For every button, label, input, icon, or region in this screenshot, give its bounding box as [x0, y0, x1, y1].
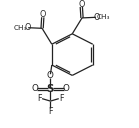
Text: F: F: [59, 94, 64, 103]
Text: F: F: [48, 107, 53, 116]
Text: O: O: [78, 0, 85, 9]
Text: O: O: [47, 71, 54, 80]
Text: O: O: [40, 10, 46, 19]
Text: CH₃: CH₃: [14, 25, 27, 31]
Text: O: O: [63, 84, 70, 93]
Text: O: O: [31, 84, 38, 93]
Text: O: O: [24, 23, 31, 32]
Text: O: O: [93, 13, 100, 22]
Text: S: S: [47, 84, 54, 94]
Text: F: F: [37, 94, 42, 103]
Text: CH₃: CH₃: [96, 14, 110, 20]
